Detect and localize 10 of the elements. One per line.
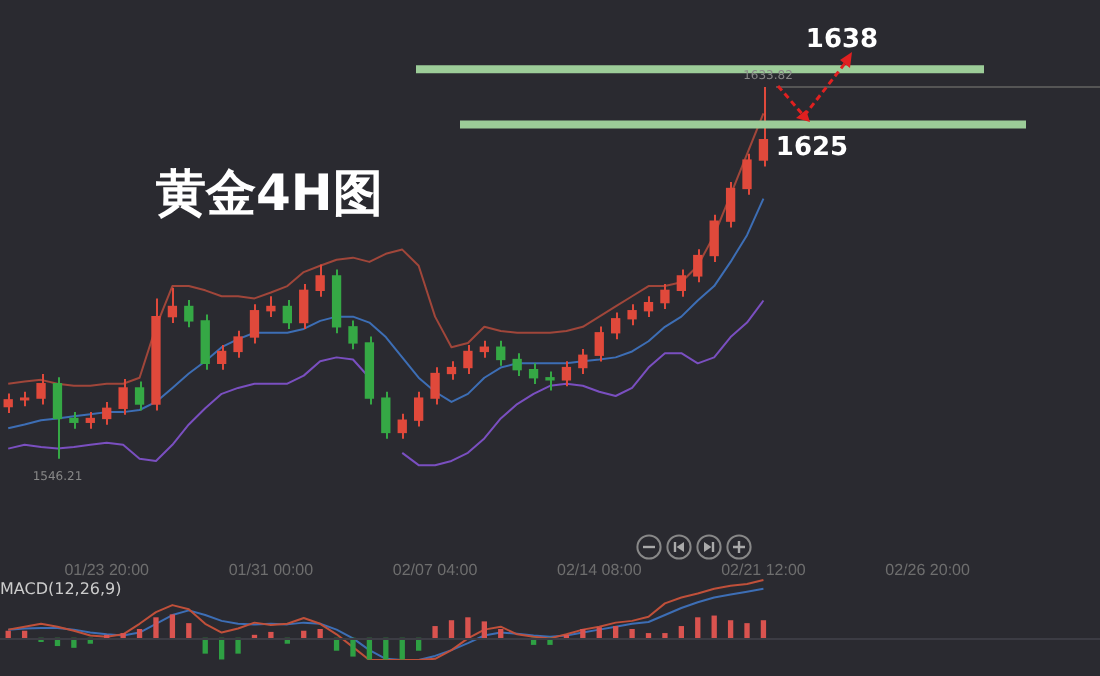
x-tick-label: 01/23 20:00 [64,560,151,579]
x-tick-label: 02/07 04:00 [392,560,479,579]
x-tick-label: 02/26 20:00 [885,560,971,579]
text: 黄金4H图 [156,162,383,226]
chart-title: MACD(12,26,9) [0,580,122,598]
ref-line-label: 1638 [805,24,879,55]
ref-line-label: 1625 [775,132,849,163]
x-tick-label: 02/21 12:00 [721,560,807,579]
x-tick-label: 02/14 08:00 [556,560,643,579]
x-tick-label: 01/31 00:00 [228,560,315,579]
